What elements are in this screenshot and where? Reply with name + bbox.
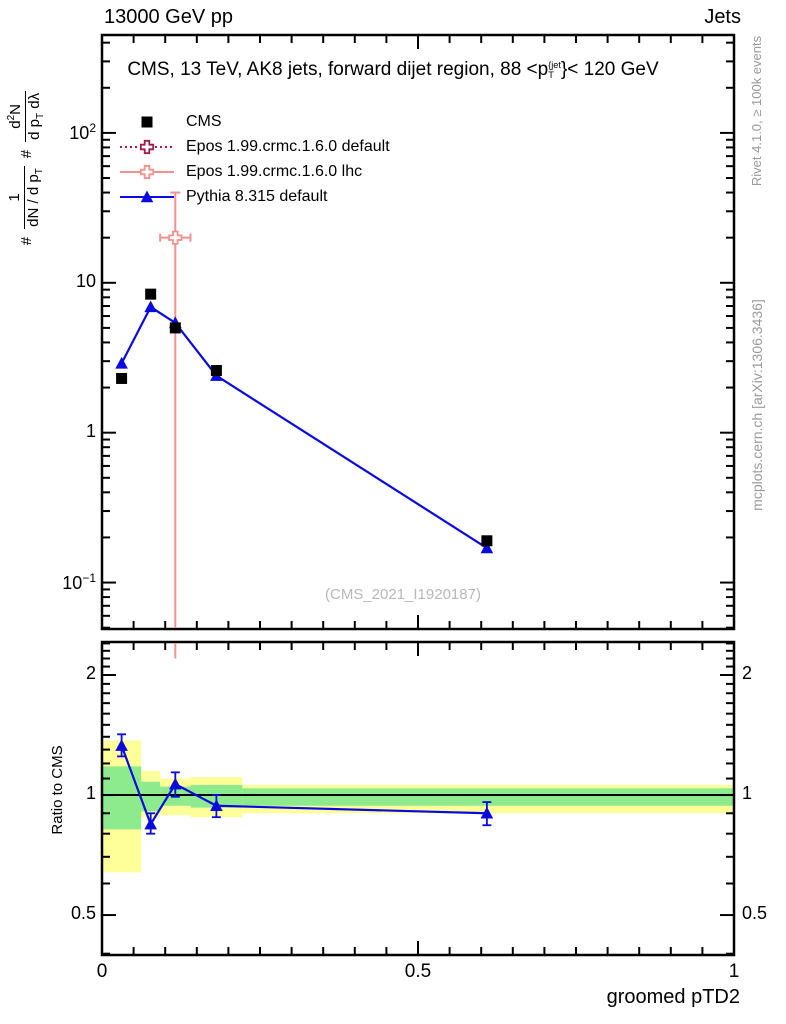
x-tick-label: 0.5: [404, 961, 432, 982]
main-y-tick-label: 10−1: [62, 570, 96, 593]
ylabel-hash-1: #: [17, 236, 35, 246]
ylabel-fraction-1: 1 dN / d pT: [6, 166, 46, 229]
x-tick-label: 0: [96, 961, 108, 982]
analysis-group-label: Jets: [704, 6, 741, 28]
rivet-version-note: Rivet 4.1.0, ≥ 100k events: [749, 35, 764, 187]
plot-title-suffix: }< 120 GeV: [560, 59, 659, 80]
epos-lhc-marker-icon: [118, 163, 176, 181]
beam-energy-label: 13000 GeV pp: [104, 6, 233, 28]
watermark: (CMS_2021_I1920187): [325, 586, 481, 603]
pt-jet-supsub: {jet T: [548, 59, 561, 80]
legend-label: Epos 1.99.crmc.1.6.0 lhc: [186, 162, 363, 180]
mcplots-reference-note: mcplots.cern.ch [arXiv:1306.3436]: [749, 299, 765, 511]
main-y-tick-label: 102: [69, 120, 96, 143]
ratio-y-tick-label-left: 2: [85, 663, 96, 683]
ylabel-hash-2: #: [17, 149, 35, 159]
legend-label: Epos 1.99.crmc.1.6.0 default: [186, 137, 390, 155]
legend: CMS Epos 1.99.crmc.1.6.0 default Epos 1.…: [118, 109, 390, 209]
legend-item-cms: CMS: [118, 109, 390, 134]
cms-marker-icon: [118, 113, 176, 131]
legend-label: CMS: [186, 112, 222, 130]
plot-title-prefix: CMS, 13 TeV, AK8 jets, forward dijet reg…: [127, 59, 549, 80]
plot-title: CMS, 13 TeV, AK8 jets, forward dijet reg…: [127, 59, 658, 81]
x-tick-label: 1: [728, 961, 740, 982]
ratio-y-tick-label-left: 0.5: [70, 903, 96, 924]
legend-item-epos-default: Epos 1.99.crmc.1.6.0 default: [118, 134, 390, 159]
main-y-tick-label: 1: [85, 420, 96, 441]
ratio-y-tick-label-right: 2: [742, 663, 753, 683]
legend-item-pythia: Pythia 8.315 default: [118, 184, 390, 209]
legend-item-epos-lhc: Epos 1.99.crmc.1.6.0 lhc: [118, 159, 390, 184]
epos-default-marker-icon: [118, 138, 176, 156]
x-axis-title: groomed pTD2: [606, 986, 740, 1008]
ratio-y-tick-label-right: 1: [742, 783, 753, 804]
main-y-tick-label: 10: [75, 270, 96, 291]
pythia-marker-icon: [118, 188, 176, 206]
legend-label: Pythia 8.315 default: [186, 187, 328, 205]
ratio-y-tick-label-left: 1: [85, 783, 96, 804]
ratio-y-tick-label-right: 0.5: [742, 903, 768, 924]
